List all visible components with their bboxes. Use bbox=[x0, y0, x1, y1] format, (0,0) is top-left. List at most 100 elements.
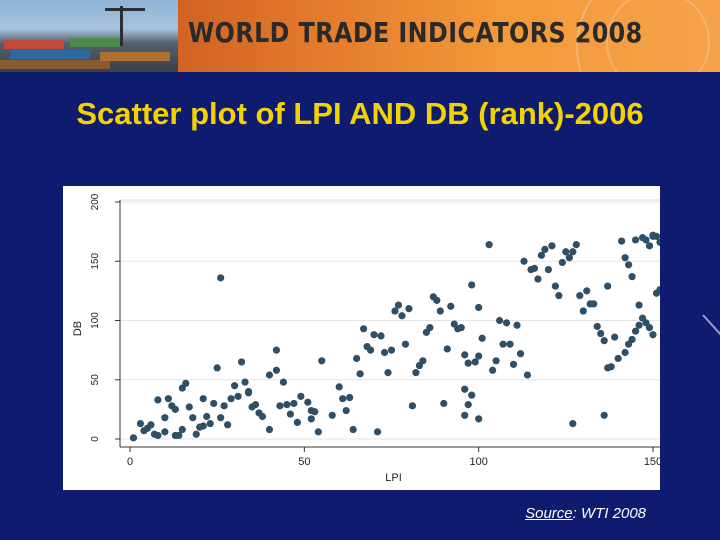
data-point bbox=[520, 257, 528, 265]
data-point bbox=[576, 292, 584, 300]
data-point bbox=[436, 307, 444, 315]
y-tick-label: 150 bbox=[90, 252, 101, 269]
data-point bbox=[475, 352, 483, 360]
source-label: Source bbox=[525, 505, 573, 522]
data-point bbox=[565, 254, 573, 262]
data-point bbox=[373, 428, 382, 436]
data-point bbox=[440, 399, 448, 408]
data-point bbox=[210, 399, 218, 408]
y-tick-label: 0 bbox=[90, 436, 101, 442]
data-point bbox=[353, 354, 361, 363]
source-note: Source: WTI 2008 bbox=[525, 505, 646, 522]
data-point bbox=[346, 393, 354, 402]
data-point bbox=[624, 261, 633, 269]
data-point bbox=[349, 425, 357, 434]
data-point bbox=[614, 354, 622, 363]
x-tick-label: 150 bbox=[644, 456, 660, 468]
data-point bbox=[492, 357, 500, 365]
data-point bbox=[387, 346, 396, 354]
data-point bbox=[405, 305, 413, 313]
data-point bbox=[217, 274, 225, 282]
data-point bbox=[631, 236, 640, 244]
data-point bbox=[464, 359, 472, 367]
data-point bbox=[318, 357, 326, 365]
data-point bbox=[161, 414, 169, 422]
data-point bbox=[499, 340, 507, 348]
data-point bbox=[412, 369, 420, 377]
data-point bbox=[506, 340, 514, 348]
data-point bbox=[618, 237, 626, 245]
data-point bbox=[342, 406, 350, 415]
data-point bbox=[290, 399, 298, 408]
header-banner: WORLD TRADE INDICATORS 2008 bbox=[0, 0, 720, 72]
port-photo bbox=[0, 0, 178, 72]
data-point bbox=[461, 351, 469, 359]
x-axis-label: LPI bbox=[385, 472, 402, 484]
data-point bbox=[530, 264, 539, 272]
data-point bbox=[408, 402, 417, 410]
data-point bbox=[548, 242, 556, 250]
data-point bbox=[293, 418, 301, 427]
data-point bbox=[621, 348, 629, 357]
data-point bbox=[227, 395, 235, 403]
data-point bbox=[621, 254, 629, 262]
globe-icon bbox=[576, 0, 720, 72]
data-point bbox=[366, 346, 375, 354]
data-point bbox=[558, 258, 566, 267]
decorative-line bbox=[702, 314, 720, 346]
data-point bbox=[279, 378, 288, 386]
data-point bbox=[426, 324, 434, 332]
data-point bbox=[443, 345, 451, 353]
data-point bbox=[154, 431, 162, 440]
data-point bbox=[199, 422, 207, 430]
data-point bbox=[569, 248, 577, 256]
data-point bbox=[304, 398, 312, 406]
data-point bbox=[171, 405, 179, 413]
data-point bbox=[433, 296, 441, 304]
data-point bbox=[645, 324, 654, 332]
data-point bbox=[401, 340, 410, 348]
data-point bbox=[534, 275, 542, 283]
data-point bbox=[600, 411, 608, 419]
data-point bbox=[220, 402, 228, 410]
data-point bbox=[604, 282, 612, 290]
data-point bbox=[251, 401, 260, 409]
y-tick-label: 50 bbox=[90, 374, 101, 386]
data-point bbox=[258, 412, 267, 421]
data-point bbox=[590, 300, 598, 308]
data-point bbox=[523, 371, 532, 379]
data-point bbox=[241, 378, 249, 386]
data-point bbox=[509, 360, 518, 368]
data-point bbox=[572, 241, 580, 249]
data-point bbox=[464, 401, 472, 409]
data-point bbox=[478, 334, 486, 342]
data-point bbox=[164, 395, 172, 403]
data-point bbox=[555, 292, 563, 300]
x-tick-label: 50 bbox=[298, 456, 310, 468]
y-tick-label: 200 bbox=[90, 193, 101, 210]
data-point bbox=[283, 401, 291, 409]
data-point bbox=[579, 307, 587, 315]
y-tick-label: 100 bbox=[90, 312, 101, 329]
data-point bbox=[597, 329, 605, 338]
data-point bbox=[468, 281, 476, 289]
slide-title: Scatter plot of LPI AND DB (rank)-2006 bbox=[76, 96, 644, 131]
x-tick-label: 0 bbox=[127, 456, 133, 468]
plot-frame bbox=[119, 199, 662, 448]
data-point bbox=[286, 410, 294, 418]
banner-title: WORLD TRADE INDICATORS 2008 bbox=[188, 16, 643, 49]
data-point bbox=[604, 364, 612, 372]
data-point bbox=[628, 273, 636, 281]
data-point bbox=[360, 325, 368, 333]
data-point bbox=[297, 392, 305, 400]
data-point bbox=[485, 241, 493, 249]
data-point bbox=[600, 337, 608, 345]
data-point bbox=[265, 371, 274, 379]
data-point bbox=[628, 335, 636, 344]
data-point bbox=[544, 265, 552, 274]
data-point bbox=[265, 425, 274, 434]
data-point bbox=[370, 331, 378, 339]
data-point bbox=[136, 419, 145, 428]
data-point bbox=[471, 358, 479, 366]
data-point bbox=[635, 321, 643, 329]
